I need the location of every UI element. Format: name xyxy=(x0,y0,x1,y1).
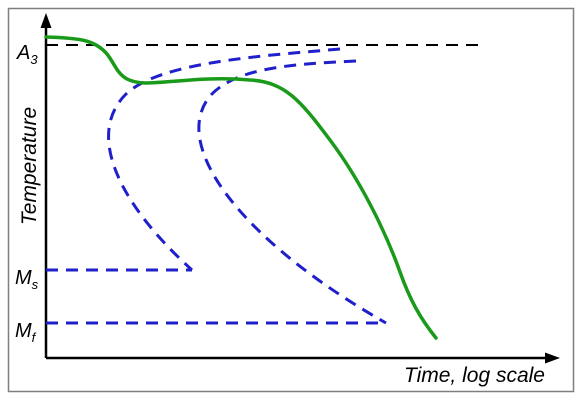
figure-frame xyxy=(7,7,575,393)
transformation-start-curve xyxy=(107,47,341,272)
x-axis-label: Time, log scale xyxy=(404,364,545,387)
ms-label: Ms xyxy=(15,267,39,292)
y-axis-label: Temperature xyxy=(18,107,41,225)
x-axis-arrowhead xyxy=(545,352,560,364)
a3-label: A3 xyxy=(16,42,38,67)
transformation-finish-curve xyxy=(197,59,387,325)
cooling-curve xyxy=(44,35,438,340)
mf-label: Mf xyxy=(15,320,37,345)
y-axis-arrowhead xyxy=(40,13,52,28)
